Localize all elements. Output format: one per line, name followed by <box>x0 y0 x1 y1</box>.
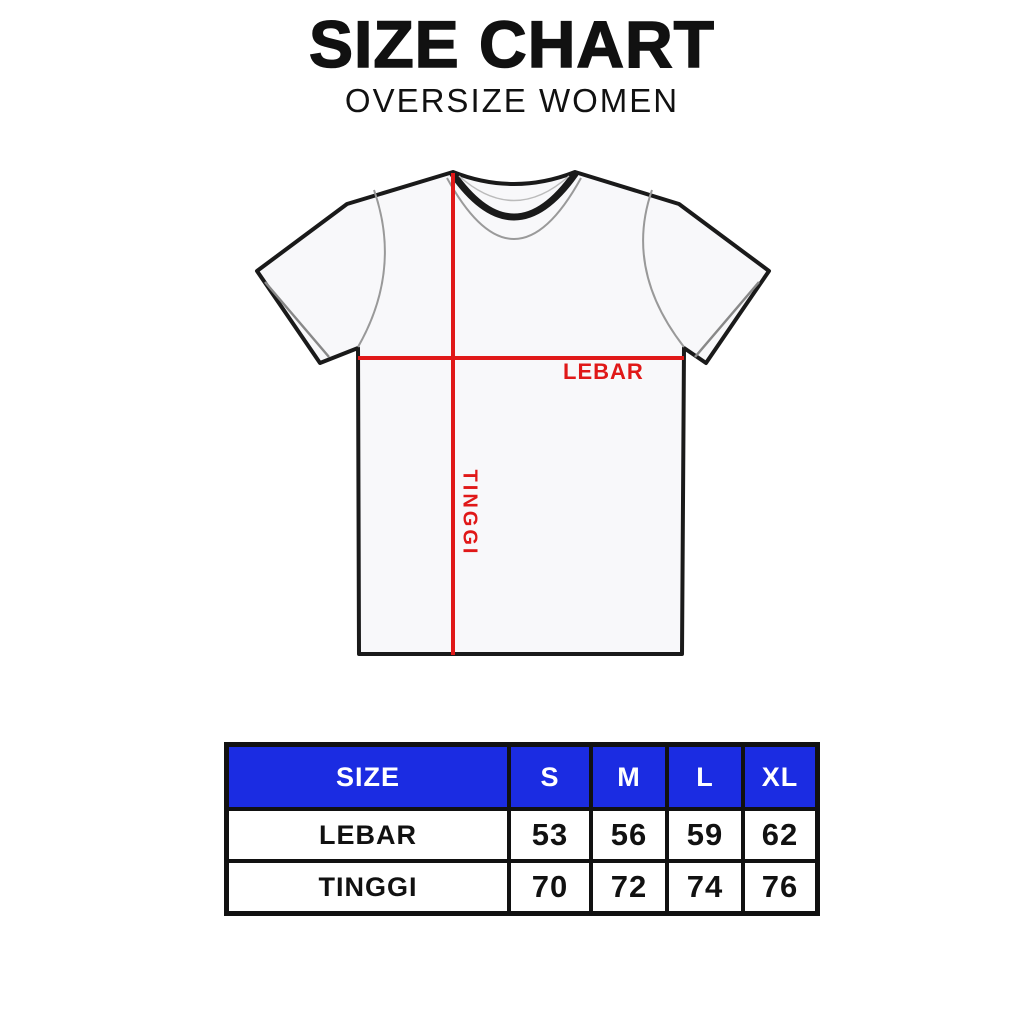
width-measure-line <box>358 356 684 360</box>
height-label: TINGGI <box>458 469 481 557</box>
table-header-m: M <box>593 747 665 807</box>
collar-seam <box>446 177 582 240</box>
table-header-xl: XL <box>745 747 815 807</box>
table-cell-tinggi-s: 70 <box>511 863 589 911</box>
table-header-l: L <box>669 747 741 807</box>
table-row-label-lebar: LEBAR <box>229 811 507 859</box>
page-subtitle: OVERSIZE WOMEN <box>344 82 680 119</box>
table-row-label-tinggi: TINGGI <box>229 863 507 911</box>
collar-inner-line <box>458 175 570 202</box>
tshirt-outline <box>255 170 771 656</box>
size-table: SIZE S M L XL LEBAR 53 56 59 62 TINGGI 7… <box>224 742 820 916</box>
height-measure-line <box>451 173 455 655</box>
right-cuff-line <box>694 281 760 358</box>
table-header-s: S <box>511 747 589 807</box>
table-cell-tinggi-m: 72 <box>593 863 665 911</box>
table-cell-tinggi-l: 74 <box>669 863 741 911</box>
width-label: LEBAR <box>563 359 644 384</box>
left-cuff-line <box>264 281 330 358</box>
table-cell-lebar-l: 59 <box>669 811 741 859</box>
table-cell-lebar-s: 53 <box>511 811 589 859</box>
collar-band <box>449 170 579 221</box>
page-title: SIZE CHART <box>308 6 715 82</box>
table-header-size: SIZE <box>229 747 507 807</box>
left-sleeve-seam <box>357 189 386 348</box>
table-cell-lebar-xl: 62 <box>745 811 815 859</box>
table-cell-lebar-m: 56 <box>593 811 665 859</box>
table-cell-tinggi-xl: 76 <box>745 863 815 911</box>
right-sleeve-seam <box>642 189 685 348</box>
